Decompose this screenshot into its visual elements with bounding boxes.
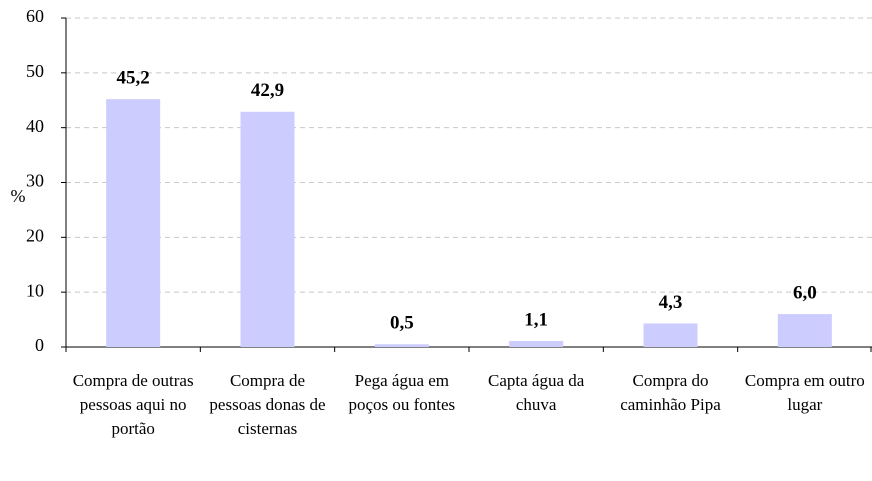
- x-tick-label: Capta água da chuva: [488, 371, 585, 414]
- x-tick-label: Compra de pessoas donas de cisternas: [209, 371, 326, 438]
- x-tick-label: Pega água em poços ou fontes: [348, 371, 456, 414]
- bar: [374, 344, 429, 347]
- bar: [777, 314, 832, 347]
- y-tick-label: 50: [26, 61, 44, 81]
- bar: [240, 111, 295, 347]
- bar: [106, 99, 161, 347]
- x-tick-label: Compra em outro lugar: [744, 371, 865, 414]
- y-tick-label: 60: [26, 6, 44, 26]
- value-label: 45,2: [117, 68, 150, 89]
- y-tick-label: 30: [26, 171, 44, 191]
- value-label: 6,0: [793, 282, 817, 303]
- value-label: 42,9: [251, 80, 284, 101]
- y-tick-label: 40: [26, 116, 44, 136]
- value-label: 4,3: [659, 292, 683, 313]
- y-tick-label: 10: [26, 280, 44, 300]
- y-tick-label: 0: [35, 335, 44, 355]
- bar: [643, 323, 698, 347]
- value-label: 1,1: [524, 309, 548, 330]
- y-tick-label: 20: [26, 225, 44, 245]
- x-tick-label: Compra do caminhão Pipa: [620, 371, 721, 414]
- x-tick-label: Compra de outras pessoas aqui no portão: [72, 371, 194, 438]
- value-label: 0,5: [390, 313, 414, 334]
- y-axis-label: %: [11, 186, 26, 206]
- bar: [509, 340, 564, 347]
